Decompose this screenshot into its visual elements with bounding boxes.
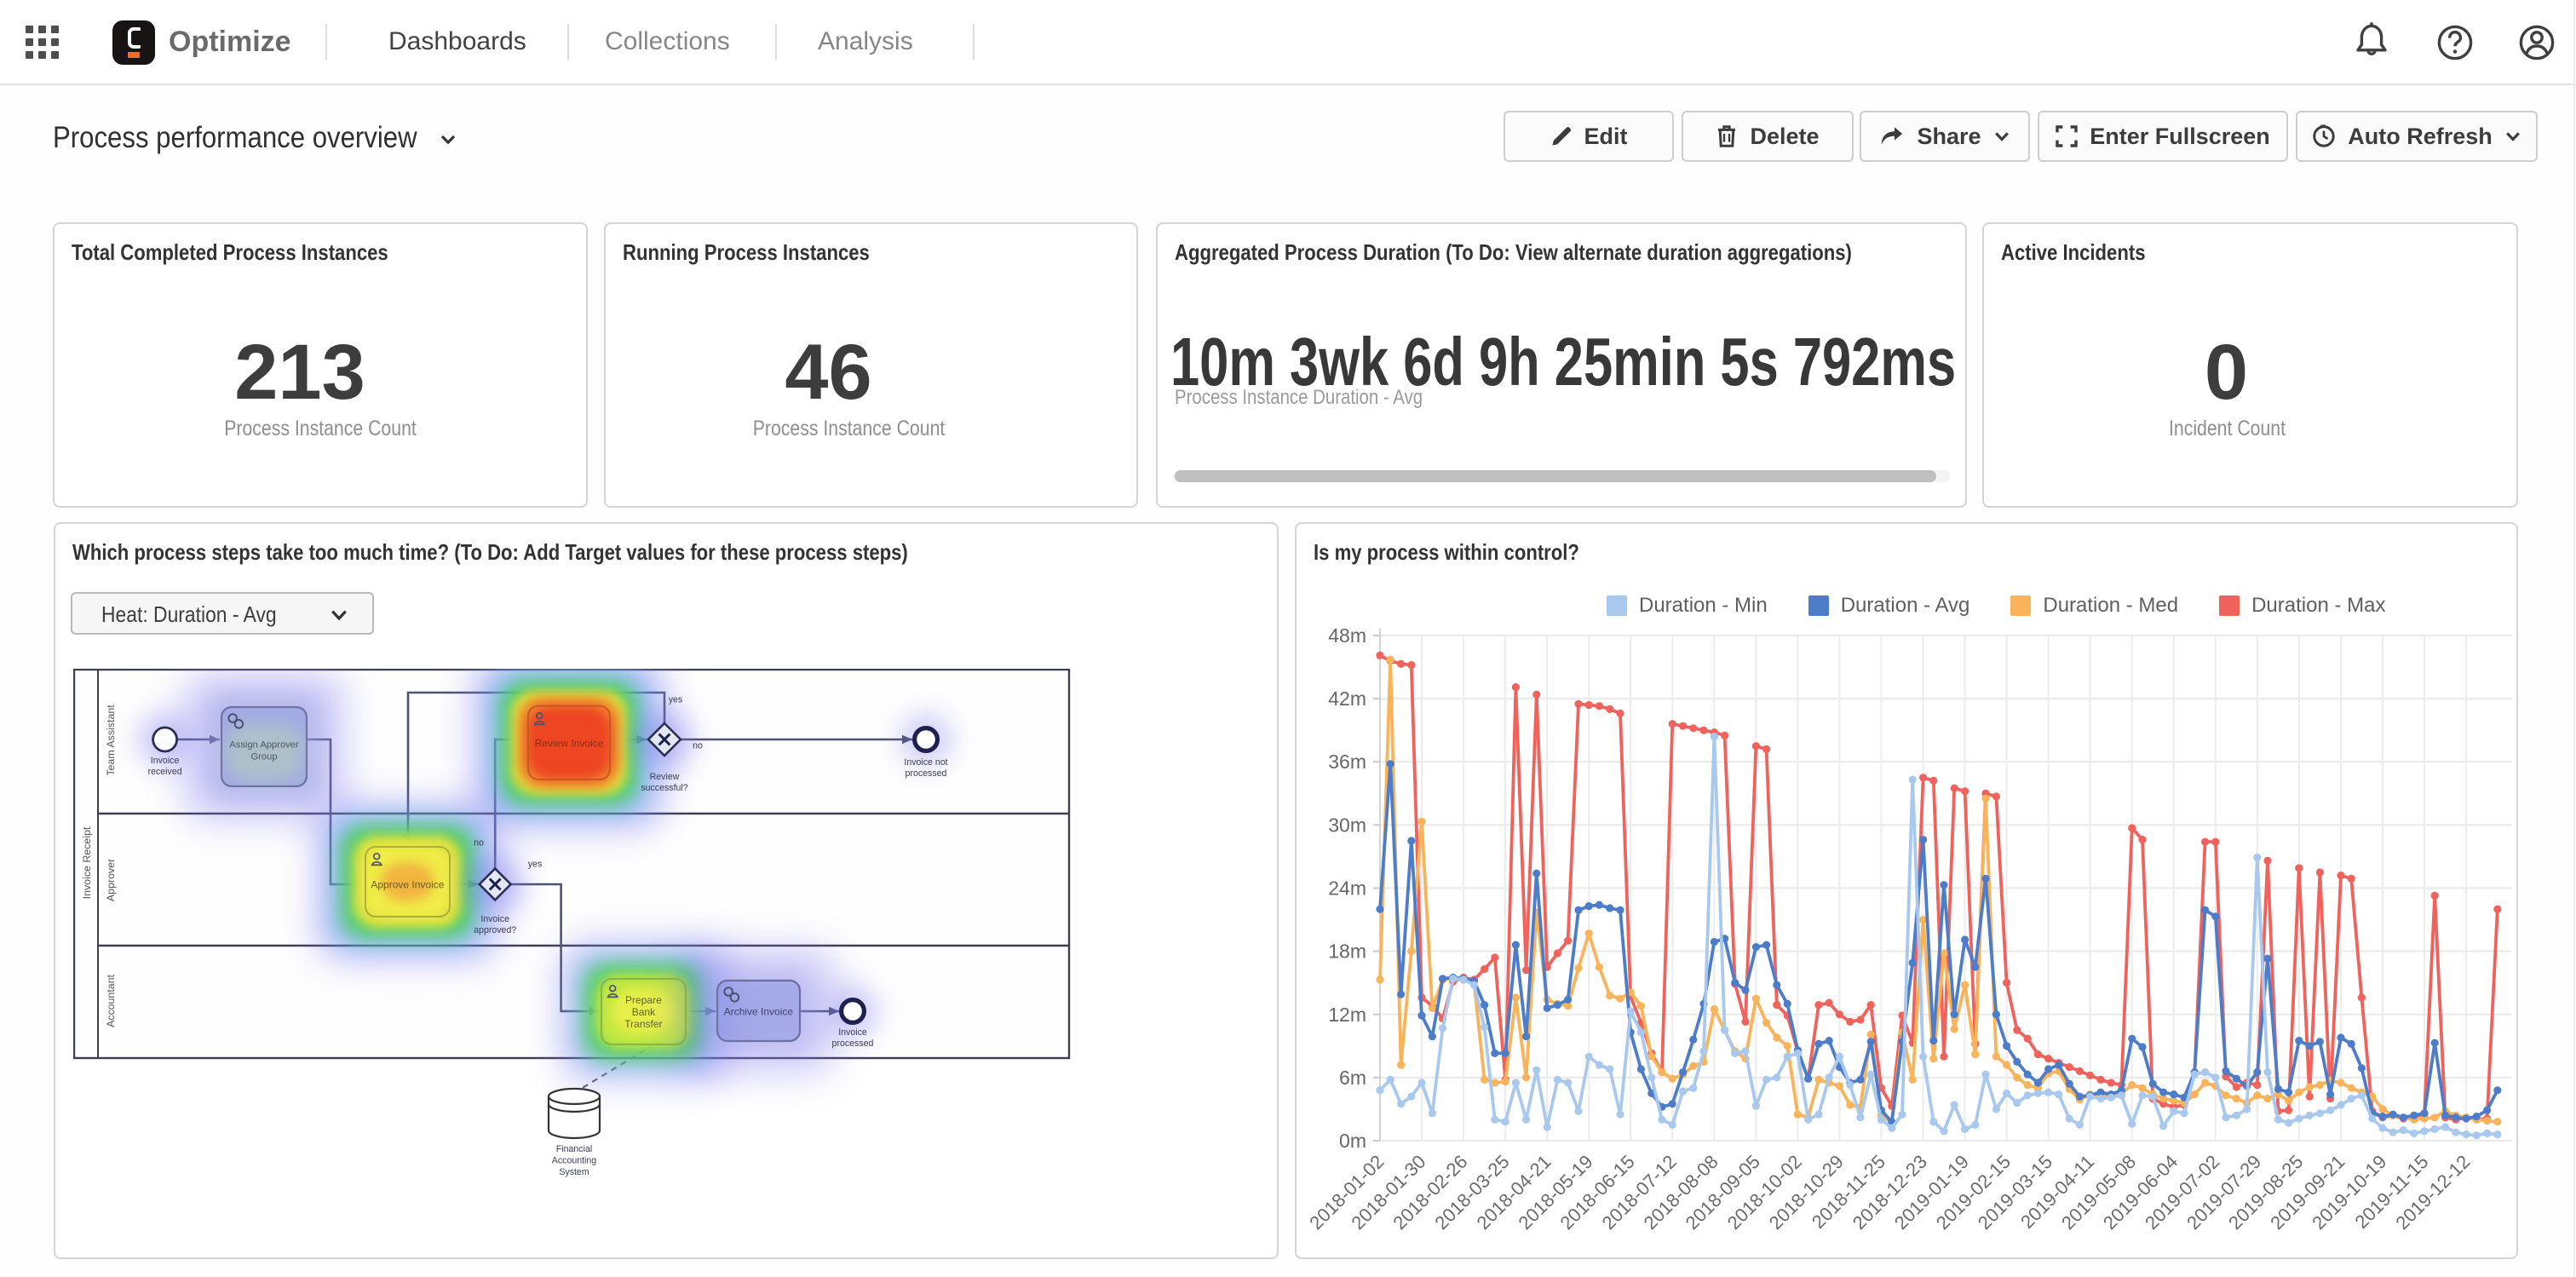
svg-text:0m: 0m (1339, 1130, 1366, 1152)
svg-text:Invoice: Invoice (151, 756, 180, 766)
svg-text:Assign Approver: Assign Approver (229, 740, 299, 751)
svg-text:30m: 30m (1328, 814, 1366, 836)
svg-text:yes: yes (528, 860, 543, 870)
svg-text:Approve Invoice: Approve Invoice (371, 879, 444, 891)
svg-text:6m: 6m (1339, 1067, 1366, 1089)
svg-text:Invoice not: Invoice not (904, 757, 947, 768)
svg-text:Accounting: Accounting (552, 1156, 597, 1166)
svg-text:Team Assistant: Team Assistant (105, 705, 117, 776)
svg-text:Group: Group (250, 752, 277, 762)
svg-text:Invoice: Invoice (480, 914, 509, 924)
svg-text:yes: yes (669, 695, 683, 705)
svg-text:Accountant: Accountant (105, 974, 117, 1027)
svg-text:36m: 36m (1328, 751, 1366, 773)
svg-text:Review Invoice: Review Invoice (535, 737, 604, 749)
svg-text:Prepare: Prepare (625, 994, 662, 1006)
svg-text:no: no (693, 741, 703, 751)
svg-text:48m: 48m (1328, 624, 1366, 647)
svg-text:Approver: Approver (105, 859, 117, 901)
svg-text:processed: processed (906, 768, 947, 779)
svg-text:24m: 24m (1328, 877, 1366, 900)
svg-text:12m: 12m (1328, 1004, 1366, 1026)
svg-text:Invoice: Invoice (838, 1027, 867, 1038)
svg-text:Review: Review (650, 772, 680, 782)
svg-text:Financial: Financial (556, 1144, 592, 1154)
svg-text:processed: processed (832, 1038, 874, 1049)
svg-text:Invoice Receipt: Invoice Receipt (81, 826, 93, 899)
svg-text:received: received (148, 767, 182, 777)
svg-text:successful?: successful? (641, 783, 687, 793)
svg-text:Bank: Bank (632, 1006, 656, 1018)
svg-text:18m: 18m (1328, 940, 1366, 963)
svg-text:Transfer: Transfer (624, 1018, 662, 1030)
svg-text:42m: 42m (1328, 687, 1366, 710)
svg-text:no: no (474, 838, 484, 848)
svg-text:approved?: approved? (474, 925, 516, 935)
svg-text:System: System (559, 1167, 589, 1177)
svg-text:Archive Invoice: Archive Invoice (724, 1006, 794, 1018)
